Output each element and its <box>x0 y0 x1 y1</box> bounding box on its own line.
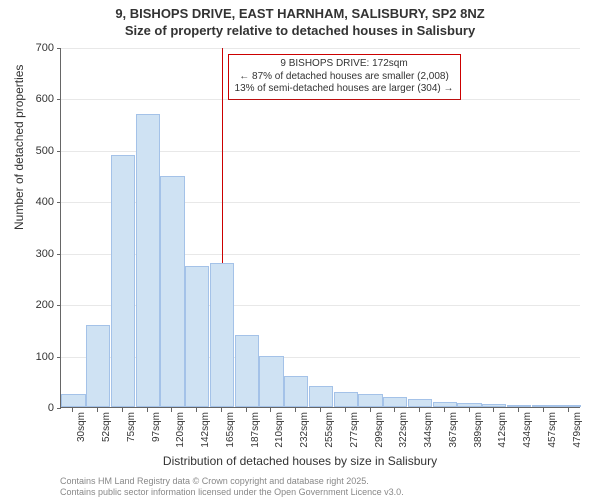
footer-line1: Contains HM Land Registry data © Crown c… <box>60 476 404 487</box>
xtick-mark <box>221 408 222 412</box>
xtick-mark <box>518 408 519 412</box>
ytick-mark <box>57 408 61 409</box>
ytick-label: 400 <box>14 196 54 208</box>
xtick-label: 30sqm <box>76 412 87 442</box>
ytick-label: 700 <box>14 42 54 54</box>
ytick-mark <box>57 357 61 358</box>
ytick-label: 600 <box>14 93 54 105</box>
xtick-mark <box>72 408 73 412</box>
xtick-mark <box>122 408 123 412</box>
histogram-bar <box>111 155 135 407</box>
ytick-mark <box>57 305 61 306</box>
ytick-label: 200 <box>14 299 54 311</box>
xtick-label: 479sqm <box>572 412 583 448</box>
xtick-mark <box>295 408 296 412</box>
xtick-label: 52sqm <box>101 412 112 442</box>
xtick-mark <box>97 408 98 412</box>
histogram-bar <box>136 114 160 407</box>
annotation-box: 9 BISHOPS DRIVE: 172sqm ← 87% of detache… <box>228 54 461 100</box>
xtick-mark <box>394 408 395 412</box>
xtick-label: 367sqm <box>448 412 459 448</box>
xtick-label: 120sqm <box>175 412 186 448</box>
gridline <box>61 48 580 49</box>
xtick-mark <box>469 408 470 412</box>
histogram-bar <box>334 392 358 407</box>
ytick-mark <box>57 202 61 203</box>
histogram-bar <box>185 266 209 407</box>
xtick-mark <box>419 408 420 412</box>
xtick-mark <box>370 408 371 412</box>
xtick-mark <box>196 408 197 412</box>
xtick-mark <box>345 408 346 412</box>
histogram-bar <box>408 399 432 407</box>
histogram-chart: 9 BISHOPS DRIVE: 172sqm ← 87% of detache… <box>60 48 580 430</box>
histogram-bar <box>532 405 556 407</box>
ytick-label: 100 <box>14 351 54 363</box>
xtick-label: 299sqm <box>374 412 385 448</box>
ytick-label: 500 <box>14 145 54 157</box>
histogram-bar <box>210 263 234 407</box>
xtick-label: 187sqm <box>250 412 261 448</box>
xtick-label: 75sqm <box>126 412 137 442</box>
x-axis-title: Distribution of detached houses by size … <box>0 454 600 468</box>
xtick-label: 322sqm <box>398 412 409 448</box>
xtick-mark <box>444 408 445 412</box>
histogram-bar <box>507 405 531 407</box>
page-title-line1: 9, BISHOPS DRIVE, EAST HARNHAM, SALISBUR… <box>0 6 600 23</box>
xtick-label: 97sqm <box>151 412 162 442</box>
ytick-label: 0 <box>14 402 54 414</box>
ytick-mark <box>57 99 61 100</box>
histogram-bar <box>86 325 110 407</box>
xtick-label: 255sqm <box>324 412 335 448</box>
histogram-bar <box>457 403 481 407</box>
annotation-line3: 13% of semi-detached houses are larger (… <box>235 83 454 96</box>
xtick-label: 344sqm <box>423 412 434 448</box>
ytick-mark <box>57 151 61 152</box>
xtick-mark <box>320 408 321 412</box>
histogram-bar <box>358 394 382 407</box>
histogram-bar <box>556 405 580 407</box>
histogram-bar <box>433 402 457 407</box>
xtick-mark <box>568 408 569 412</box>
ytick-mark <box>57 254 61 255</box>
histogram-bar <box>61 394 85 407</box>
xtick-mark <box>147 408 148 412</box>
histogram-bar <box>383 397 407 407</box>
ytick-label: 300 <box>14 248 54 260</box>
xtick-label: 210sqm <box>274 412 285 448</box>
histogram-bar <box>482 404 506 407</box>
xtick-label: 277sqm <box>349 412 360 448</box>
annotation-line1: 9 BISHOPS DRIVE: 172sqm <box>235 58 454 71</box>
ytick-mark <box>57 48 61 49</box>
xtick-mark <box>543 408 544 412</box>
footer-line2: Contains public sector information licen… <box>60 487 404 498</box>
histogram-bar <box>309 386 333 407</box>
xtick-label: 434sqm <box>522 412 533 448</box>
annotation-line2: ← 87% of detached houses are smaller (2,… <box>235 71 454 84</box>
plot-area: 9 BISHOPS DRIVE: 172sqm ← 87% of detache… <box>60 48 580 408</box>
xtick-label: 457sqm <box>547 412 558 448</box>
histogram-bar <box>160 176 184 407</box>
xtick-mark <box>493 408 494 412</box>
footer-attribution: Contains HM Land Registry data © Crown c… <box>60 476 404 498</box>
histogram-bar <box>284 376 308 407</box>
page-title-line2: Size of property relative to detached ho… <box>0 23 600 40</box>
xtick-mark <box>270 408 271 412</box>
xtick-mark <box>246 408 247 412</box>
xtick-mark <box>171 408 172 412</box>
xtick-label: 412sqm <box>497 412 508 448</box>
histogram-bar <box>259 356 283 407</box>
xtick-label: 389sqm <box>473 412 484 448</box>
xtick-label: 232sqm <box>299 412 310 448</box>
xtick-label: 142sqm <box>200 412 211 448</box>
histogram-bar <box>235 335 259 407</box>
xtick-label: 165sqm <box>225 412 236 448</box>
gridline <box>61 99 580 100</box>
